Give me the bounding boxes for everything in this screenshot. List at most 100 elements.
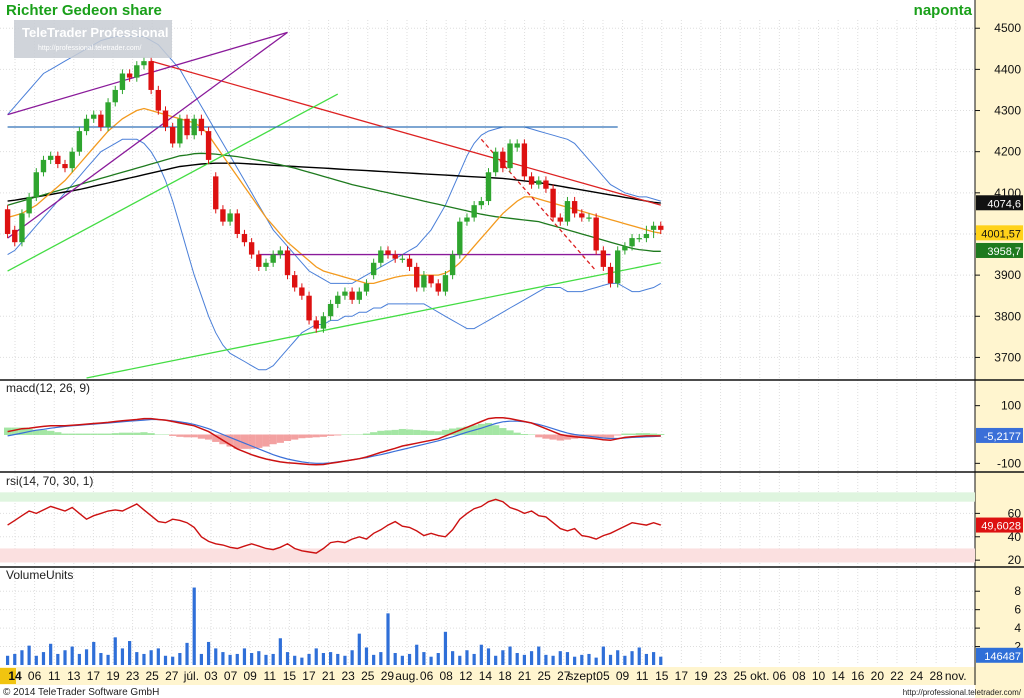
macd-histogram-bar (513, 432, 521, 435)
last-value-sma200: 4074,6 (987, 198, 1021, 210)
macd-histogram-bar (348, 434, 356, 435)
x-tick-label: 09 (244, 669, 258, 683)
candle-body (571, 201, 578, 214)
candle-body (607, 266, 614, 284)
candle-body (650, 225, 657, 230)
macd-histogram-bar (520, 434, 528, 435)
volume-bar (580, 654, 584, 665)
trendline-resistance (150, 60, 661, 206)
volume-bar (637, 647, 641, 665)
volume-bar (242, 648, 247, 665)
volume-bar (221, 652, 225, 665)
volume-bar (458, 655, 462, 665)
x-tick-label: 03 (204, 669, 218, 683)
macd-histogram-bar (97, 433, 105, 435)
volume-bar (214, 648, 218, 665)
x-tick-label: 08 (792, 669, 806, 683)
last-value-sma50: 3958,7 (987, 246, 1021, 258)
macd-histogram-bar (628, 433, 636, 435)
volume-bar (314, 648, 318, 665)
macd-histogram-bar (169, 434, 177, 436)
candle-body (564, 201, 571, 222)
macd-histogram-bar (82, 433, 91, 435)
macd-histogram-bar (506, 430, 514, 435)
volume-bar (573, 656, 577, 665)
period-label: naponta (914, 2, 973, 19)
volume-bar (443, 631, 448, 665)
candle-body (134, 65, 140, 78)
last-value-volume: 146487 (984, 651, 1021, 663)
sma20-line (7, 107, 661, 285)
candle-body (421, 275, 427, 288)
volume-bar (142, 653, 146, 665)
x-tick-label: 24 (910, 669, 924, 683)
candle-body (500, 151, 506, 169)
candle-body (600, 250, 607, 267)
macd-histogram-bar (456, 427, 464, 435)
volume-bar (84, 649, 89, 665)
macd-histogram-bar (133, 432, 141, 435)
candle-body (26, 196, 32, 214)
trendline-channel-upper (7, 31, 288, 116)
macd-histogram-bar (111, 433, 119, 435)
macd-histogram-bar (61, 433, 69, 435)
candle-body (76, 131, 83, 152)
x-tick-label: 22 (890, 669, 904, 683)
macd-histogram-bar (398, 428, 406, 435)
x-tick-label: 18 (498, 669, 512, 683)
candle-body (69, 151, 75, 169)
candle-body (457, 221, 463, 255)
x-tick-label: aug. (395, 669, 418, 683)
volume-bar (644, 653, 649, 665)
macd-histogram-bar (54, 432, 62, 435)
x-tick-label: 23 (714, 669, 728, 683)
candle-body (191, 118, 197, 136)
macd-histogram-bar (68, 433, 76, 435)
volume-bar (537, 646, 541, 665)
candle-body (141, 61, 147, 66)
candle-body (385, 250, 391, 255)
volume-bar (321, 653, 326, 665)
footer-copyright: © 2014 TeleTrader Software GmbH (3, 687, 159, 698)
candle-body (485, 172, 492, 202)
last-value-sma20-box (976, 225, 1023, 241)
macd-panel (4, 417, 665, 466)
candle-body (91, 114, 97, 119)
volume-tick-label: 6 (1014, 603, 1021, 617)
macd-signal-line (7, 418, 661, 464)
candle-body (126, 73, 133, 78)
price-tick-label: 3900 (994, 268, 1021, 282)
candle-body (105, 102, 111, 127)
last-value-rsi: 49,6028 (981, 521, 1021, 533)
x-tick-label: 11 (264, 669, 277, 683)
x-tick-label: 14 (479, 669, 493, 683)
candle-body (406, 258, 413, 267)
bollinger-upper-line (7, 36, 661, 284)
candle-body (550, 188, 556, 218)
x-axis-first-highlight (0, 668, 16, 684)
axis-background (975, 0, 1024, 698)
volume-bar (508, 646, 512, 665)
volume-bar (415, 644, 419, 665)
volume-bar (372, 654, 376, 665)
volume-bar (300, 657, 304, 665)
x-tick-label: 20 (871, 669, 885, 683)
x-tick-label: 09 (616, 669, 630, 683)
volume-bar (594, 657, 598, 665)
candle-body (19, 213, 25, 243)
macd-histogram-bar (204, 434, 213, 440)
price-panel (4, 31, 664, 379)
volume-bar (63, 650, 67, 665)
rsi-overbought-zone (0, 492, 975, 502)
candle-body (492, 151, 499, 173)
last-value-volume-box (976, 647, 1023, 663)
candle-body (155, 89, 162, 111)
x-tick-label: 11 (636, 669, 649, 683)
volume-tick-label: 2 (1014, 640, 1021, 654)
macd-histogram-bar (176, 434, 184, 437)
last-value-macd-box (976, 427, 1023, 443)
x-tick-label: okt. (750, 669, 769, 683)
macd-histogram-bar (578, 434, 586, 439)
volume-tick-label: 4 (1014, 621, 1021, 635)
